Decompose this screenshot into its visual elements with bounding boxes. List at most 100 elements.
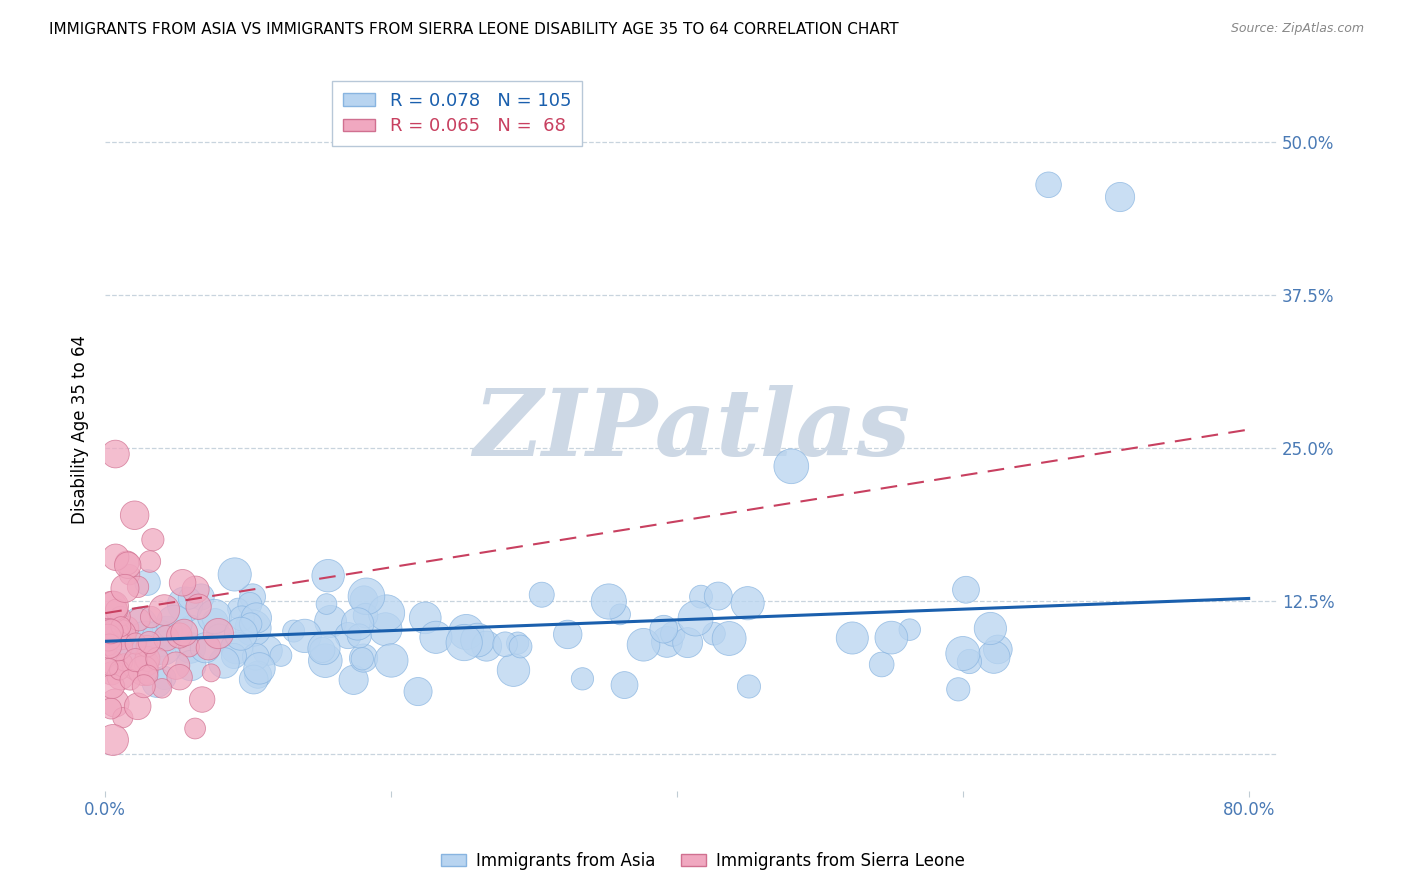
Point [150,681,173,696]
Point [190,590,212,604]
Point [191,692,214,706]
Point [204,609,226,624]
Point [242,590,264,604]
Point [146,675,169,690]
Point [380,653,402,667]
Point [112,656,135,670]
Point [134,632,156,647]
Point [245,611,267,625]
Point [110,620,132,634]
Point [120,673,142,687]
Y-axis label: Disability Age 35 to 64: Disability Age 35 to 64 [72,335,89,524]
Point [780,459,803,474]
Point [256,643,278,657]
Point [613,678,636,692]
Point [118,567,141,582]
Point [125,659,148,673]
Point [115,621,138,635]
Point [104,626,127,640]
Point [737,596,759,610]
Point [231,611,253,625]
Text: IMMIGRANTS FROM ASIA VS IMMIGRANTS FROM SIERRA LEONE DISABILITY AGE 35 TO 64 COR: IMMIGRANTS FROM ASIA VS IMMIGRANTS FROM … [49,22,898,37]
Point [174,598,197,612]
Point [356,590,378,604]
Point [107,621,129,635]
Point [226,601,249,615]
Point [97,631,120,645]
Point [197,640,219,655]
Point [138,635,160,649]
Point [609,607,631,622]
Point [153,603,176,617]
Point [184,722,207,736]
Point [117,638,139,652]
Point [110,669,132,683]
Point [983,650,1005,665]
Point [173,625,195,640]
Point [676,635,699,649]
Point [633,638,655,652]
Point [124,653,146,667]
Point [246,667,269,681]
Point [165,658,187,673]
Legend: R = 0.078   N = 105, R = 0.065   N =  68: R = 0.078 N = 105, R = 0.065 N = 68 [332,81,582,146]
Point [100,624,122,639]
Point [475,639,498,653]
Point [141,610,163,624]
Point [453,635,475,649]
Point [104,696,127,710]
Point [110,637,132,651]
Point [155,632,177,646]
Point [718,632,741,646]
Point [957,655,980,669]
Point [152,630,174,644]
Point [107,639,129,653]
Point [101,679,124,693]
Point [132,679,155,693]
Point [180,658,202,673]
Point [103,599,125,613]
Point [841,631,863,645]
Point [101,656,124,670]
Point [685,611,707,625]
Point [136,652,159,666]
Point [127,580,149,594]
Point [249,661,271,675]
Point [661,627,683,641]
Point [315,597,337,611]
Point [374,622,396,636]
Point [101,733,124,747]
Point [114,582,136,596]
Point [225,640,247,655]
Point [229,627,252,641]
Point [132,664,155,678]
Point [690,590,713,604]
Point [557,627,579,641]
Point [127,699,149,714]
Point [316,568,339,582]
Point [180,622,202,636]
Point [152,640,174,655]
Point [312,641,335,656]
Text: ZIPatlas: ZIPatlas [472,384,910,475]
Point [224,567,246,582]
Point [207,626,229,640]
Point [110,609,132,624]
Point [948,682,970,697]
Point [108,663,131,677]
Point [98,624,121,639]
Point [142,533,165,547]
Point [111,711,134,725]
Point [242,673,264,687]
Point [104,447,127,461]
Point [177,640,200,654]
Point [530,588,553,602]
Point [136,668,159,682]
Point [184,582,207,597]
Point [353,651,375,665]
Point [128,613,150,627]
Point [987,642,1010,657]
Point [172,575,194,590]
Point [413,611,436,625]
Point [194,640,217,655]
